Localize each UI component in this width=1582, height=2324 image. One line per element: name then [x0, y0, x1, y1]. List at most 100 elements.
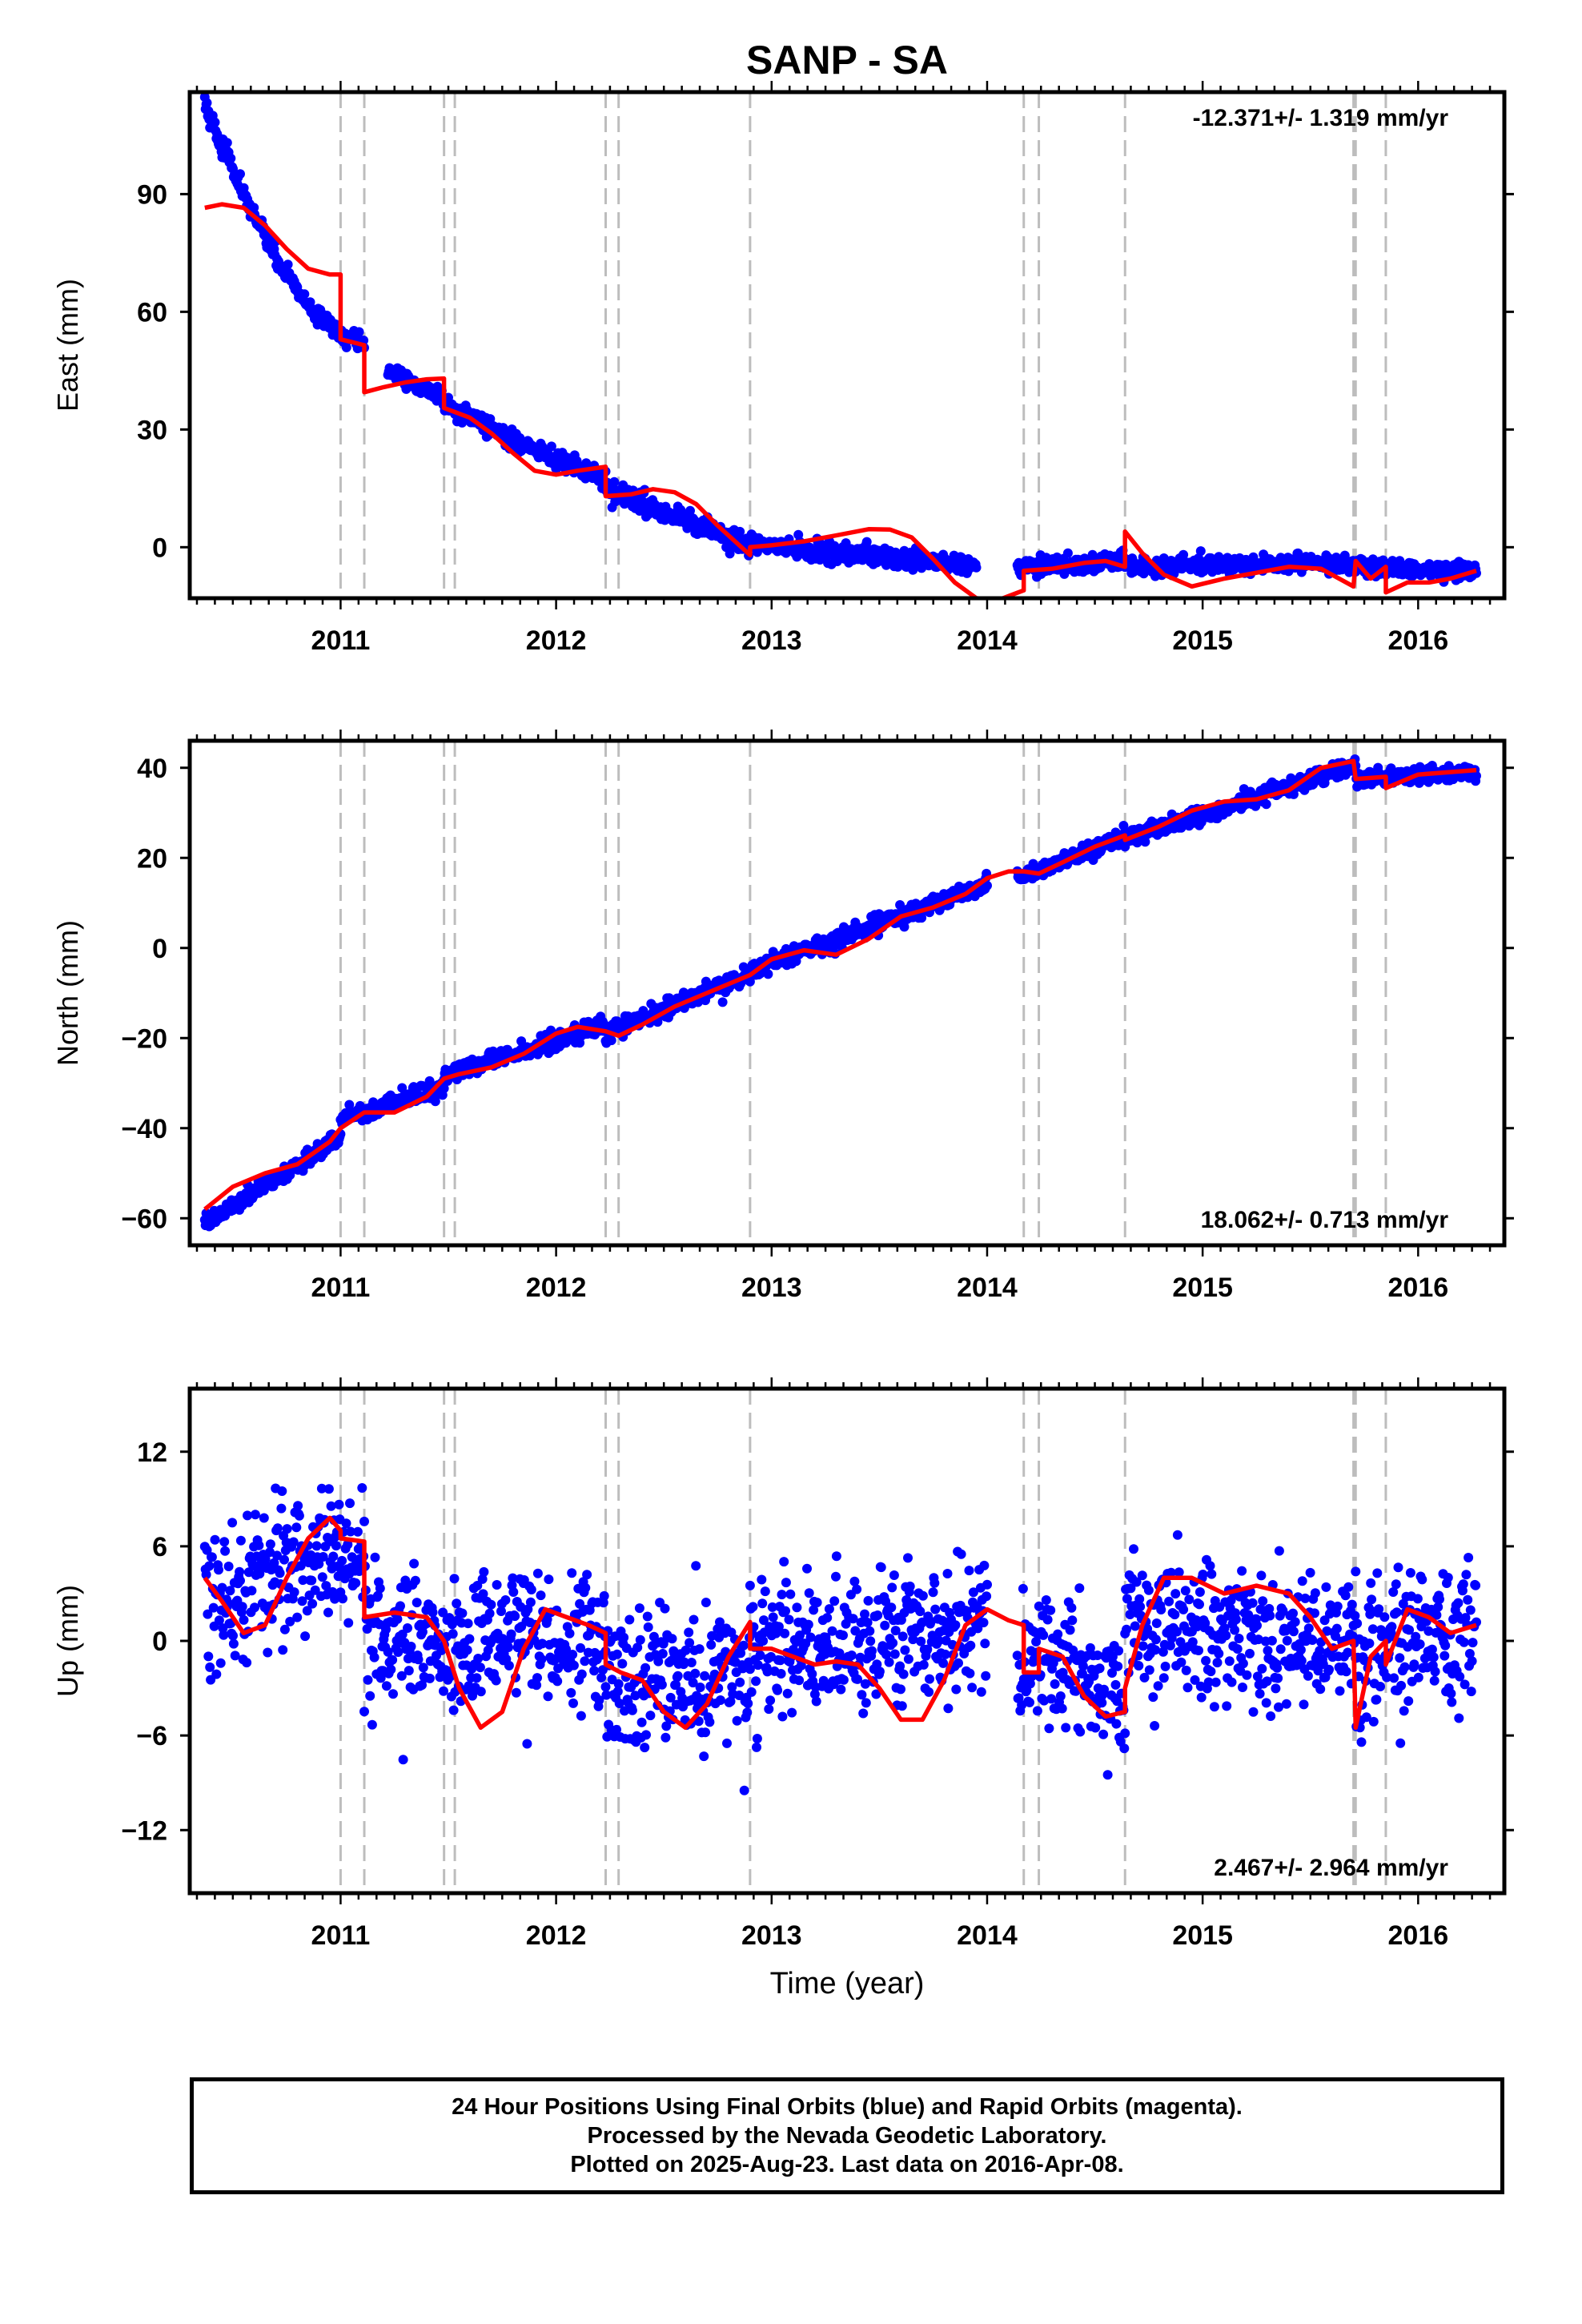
observation-point	[903, 1654, 913, 1664]
observation-point	[418, 1663, 428, 1673]
observation-point	[439, 1686, 448, 1696]
observation-point	[449, 1574, 460, 1584]
y-tick-label: 0	[152, 533, 167, 563]
observation-point	[223, 1562, 234, 1571]
observation-point	[552, 1676, 563, 1687]
observation-point	[357, 1483, 367, 1493]
observation-point	[809, 1689, 820, 1699]
observation-point	[624, 1614, 635, 1625]
observation-point	[345, 1526, 355, 1537]
observation-point	[884, 1657, 894, 1667]
observation-point	[620, 1706, 629, 1716]
observation-point	[667, 1634, 677, 1644]
observation-point	[635, 1634, 645, 1645]
observation-point	[612, 1724, 621, 1735]
observation-point	[226, 153, 236, 163]
observation-point	[500, 1595, 511, 1605]
observation-point	[871, 1689, 881, 1699]
velocity-annotation: 18.062+/- 0.713 mm/yr	[1201, 1207, 1449, 1233]
observation-point	[1261, 799, 1271, 810]
observation-point	[438, 1607, 448, 1618]
observation-point	[396, 1671, 407, 1681]
observation-point	[383, 1647, 393, 1657]
observation-point	[214, 1565, 223, 1575]
observation-point	[472, 1673, 482, 1683]
observation-point	[288, 1537, 299, 1547]
observation-point	[1074, 1583, 1085, 1594]
observation-point	[307, 1575, 317, 1586]
observation-point	[979, 1560, 990, 1570]
observation-point	[908, 1634, 918, 1645]
observation-point	[699, 1751, 709, 1762]
observation-point	[222, 138, 232, 148]
observation-point	[1055, 1691, 1066, 1701]
observation-point	[254, 1540, 264, 1550]
observation-point	[532, 1568, 543, 1578]
observation-point	[362, 1624, 372, 1634]
observation-point	[600, 1682, 611, 1692]
observation-point	[627, 1705, 637, 1715]
observation-point	[695, 1683, 705, 1692]
observation-point	[202, 98, 212, 108]
observation-point	[522, 1739, 532, 1749]
observation-point	[886, 1602, 897, 1613]
observation-point	[860, 1609, 869, 1619]
observation-point	[679, 1657, 689, 1667]
observation-point	[827, 1626, 837, 1636]
observation-point	[351, 1578, 361, 1588]
y-tick-label: 60	[137, 297, 167, 328]
observation-point	[881, 1650, 891, 1659]
observation-point	[282, 1524, 292, 1534]
observation-point	[526, 1585, 536, 1594]
observation-point	[700, 1671, 710, 1681]
observation-point	[653, 1656, 664, 1667]
observation-point	[219, 1537, 230, 1547]
observation-point	[428, 1607, 438, 1618]
observation-point	[359, 1707, 369, 1717]
observation-point	[316, 1483, 327, 1494]
observation-point	[484, 1608, 495, 1618]
observation-point	[477, 1574, 488, 1584]
observation-point	[690, 1668, 701, 1679]
observation-point	[763, 969, 773, 979]
observation-point	[780, 1628, 790, 1638]
observation-point	[250, 1602, 259, 1613]
observation-point	[235, 1535, 246, 1546]
x-tick-label: 2011	[311, 625, 371, 656]
observation-point	[743, 1699, 753, 1709]
plot-area	[199, 1389, 1481, 1893]
observation-point	[860, 1679, 870, 1689]
observation-point	[967, 1683, 978, 1693]
observation-point	[865, 1636, 876, 1647]
observation-point	[862, 1618, 873, 1627]
observation-point	[671, 1679, 681, 1690]
observation-point	[567, 1568, 577, 1578]
observation-point	[861, 1698, 871, 1708]
observation-point	[924, 1687, 934, 1697]
observation-point	[275, 1568, 285, 1578]
observation-point	[272, 1550, 282, 1561]
observation-point	[1044, 1723, 1054, 1734]
observation-point	[705, 1717, 715, 1727]
observation-point	[544, 1574, 554, 1585]
observation-point	[689, 1614, 699, 1625]
observation-point	[225, 1586, 235, 1596]
observation-point	[665, 1692, 676, 1703]
observation-point	[207, 1552, 217, 1562]
observation-point	[1046, 1694, 1057, 1704]
observation-point	[1025, 1697, 1034, 1707]
observation-point	[204, 1561, 215, 1571]
observation-point	[217, 1582, 227, 1593]
observation-point	[722, 1738, 732, 1748]
observation-point	[915, 1606, 926, 1617]
observation-point	[661, 1732, 671, 1743]
observation-point	[373, 1590, 383, 1601]
observation-point	[737, 1663, 748, 1674]
observation-point	[210, 1534, 220, 1545]
observation-point	[276, 1503, 287, 1514]
observation-point	[601, 1690, 612, 1700]
observation-point	[300, 1631, 311, 1642]
observation-point	[766, 1651, 776, 1662]
observation-point	[210, 117, 220, 127]
